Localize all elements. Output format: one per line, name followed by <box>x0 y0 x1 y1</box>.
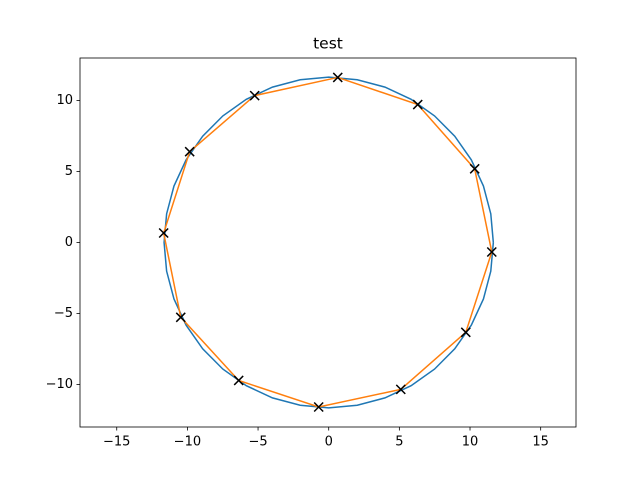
marker <box>233 375 244 386</box>
y-tick-label: −10 <box>46 377 73 392</box>
series-line <box>163 76 495 409</box>
marker <box>249 90 260 101</box>
x-tick-label: 5 <box>395 435 403 450</box>
marker <box>460 327 471 338</box>
marker <box>313 401 324 413</box>
x-tick-label: 10 <box>462 435 479 450</box>
marker <box>184 146 195 157</box>
marker <box>158 227 169 239</box>
marker <box>175 312 186 323</box>
marker <box>469 163 480 174</box>
marker <box>486 246 497 258</box>
x-tick-label: −10 <box>174 435 201 450</box>
x-tick-label: −5 <box>248 435 267 450</box>
marker <box>332 72 343 83</box>
y-tick-label: 10 <box>56 93 73 108</box>
y-tick-label: 0 <box>65 235 73 250</box>
x-tick-label: −15 <box>103 435 130 450</box>
axes-frame <box>79 57 577 428</box>
marker <box>412 99 423 110</box>
x-tick-label: 0 <box>325 435 333 450</box>
x-tick-label: 15 <box>532 435 549 450</box>
y-tick-label: 5 <box>65 164 73 179</box>
chart-title: test <box>313 35 343 53</box>
marker <box>395 384 406 395</box>
y-tick-label: −5 <box>54 306 73 321</box>
